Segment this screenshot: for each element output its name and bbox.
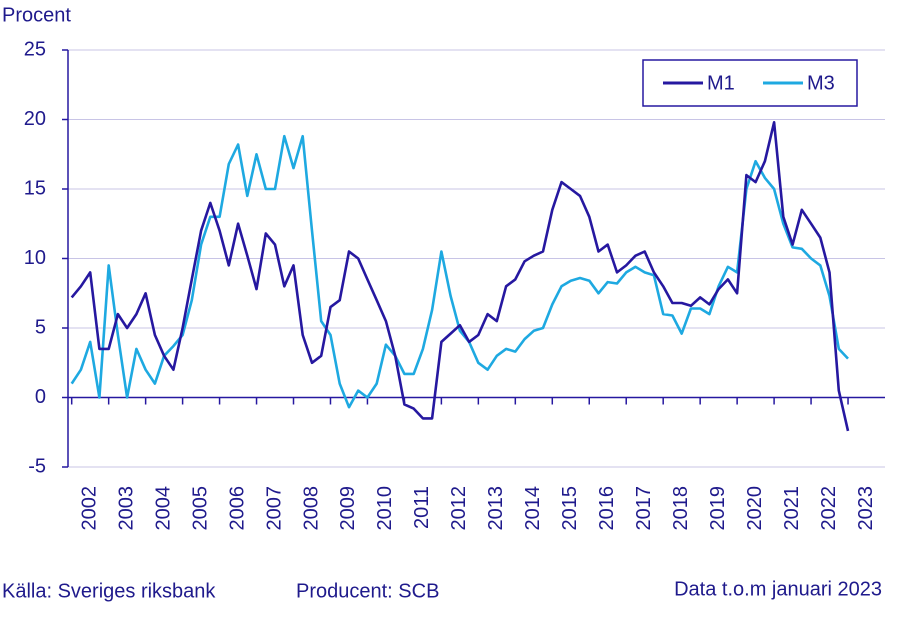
- x-tick-label: 2022: [818, 486, 840, 531]
- series-line: [70, 121, 850, 432]
- legend-label: M1: [707, 72, 735, 94]
- series-line: [70, 134, 849, 409]
- x-tick-label: 2007: [263, 486, 285, 531]
- x-tick-label: 2017: [633, 486, 655, 531]
- y-axis-label: Procent: [2, 4, 71, 26]
- x-tick-label: 2004: [152, 486, 174, 531]
- source: Källa: Sveriges riksbank: [2, 580, 216, 602]
- x-tick-label: 2005: [189, 486, 211, 531]
- x-tick-label: 2019: [707, 486, 729, 531]
- x-tick-label: 2006: [226, 486, 248, 531]
- x-tick-label: 2023: [855, 486, 877, 531]
- x-tick-label: 2020: [744, 486, 766, 531]
- x-tick-label: 2011: [411, 486, 433, 529]
- y-tick-label: 15: [24, 177, 46, 199]
- x-tick-label: 2018: [670, 486, 692, 531]
- y-tick-label: 5: [35, 316, 46, 338]
- x-tick-label: 2015: [559, 486, 581, 531]
- x-tick-label: 2012: [448, 486, 470, 531]
- data-note: Data t.o.m januari 2023: [674, 578, 882, 600]
- x-tick-label: 2016: [596, 486, 618, 531]
- y-tick-label: 10: [24, 247, 46, 269]
- x-tick-label: 2002: [78, 486, 100, 531]
- y-tick-label: 20: [24, 108, 46, 130]
- x-tick-label: 2003: [115, 486, 137, 531]
- y-tick-label: 25: [24, 38, 46, 60]
- x-tick-label: 2008: [300, 486, 322, 531]
- x-tick-label: 2013: [485, 486, 507, 531]
- x-tick-label: 2021: [781, 486, 803, 531]
- legend-label: M3: [807, 72, 835, 94]
- x-tick-label: 2009: [337, 486, 359, 531]
- x-tick-label: 2014: [522, 486, 544, 531]
- x-tick-label: 2010: [374, 486, 396, 531]
- y-tick-label: -5: [28, 455, 46, 477]
- producer: Producent: SCB: [296, 580, 439, 602]
- y-tick-label: 0: [35, 386, 46, 408]
